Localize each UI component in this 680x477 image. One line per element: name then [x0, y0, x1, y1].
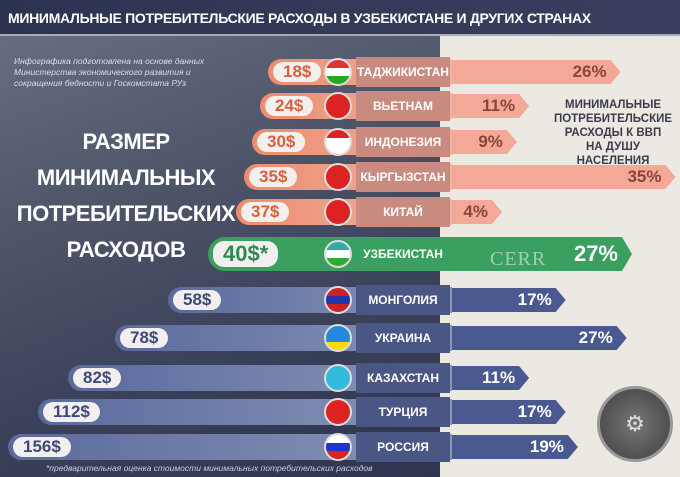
page-title: МИНИМАЛЬНЫЕ ПОТРЕБИТЕЛЬСКИЕ РАСХОДЫ В УЗ…	[0, 0, 680, 36]
left-title: РАЗМЕР МИНИМАЛЬНЫХ ПОТРЕБИТЕЛЬСКИХ РАСХО…	[16, 124, 236, 268]
flag-icon	[324, 198, 352, 226]
spending-value: 18$	[273, 62, 322, 82]
spending-value: 112$	[43, 402, 100, 422]
country-label: ТУРЦИЯ	[356, 397, 450, 427]
gdp-ratio-bar: 17%	[452, 288, 566, 312]
flag-icon	[324, 128, 352, 156]
country-label: КАЗАХСТАН	[356, 363, 450, 393]
emblem-icon: ⚙	[597, 386, 673, 462]
gdp-ratio-bar: 27%	[452, 237, 632, 271]
spending-value: 24$	[265, 96, 314, 116]
flag-icon	[324, 163, 352, 191]
spending-value: 35$	[249, 167, 298, 187]
cerr-logo: CERR	[490, 248, 547, 270]
gdp-ratio-bar: 4%	[452, 200, 502, 224]
spending-value: 37$	[241, 202, 290, 222]
country-label: КИТАЙ	[356, 197, 450, 227]
gdp-ratio-bar: 35%	[452, 165, 676, 189]
spending-value: 30$	[257, 132, 306, 152]
country-label: ТАДЖИКИСТАН	[356, 57, 450, 87]
right-title-line: МИНИМАЛЬНЫЕ	[564, 99, 661, 111]
gdp-ratio-bar: 9%	[452, 130, 517, 154]
flag-icon	[324, 286, 352, 314]
right-title-line: НА ДУШУ НАСЕЛЕНИЯ	[576, 141, 650, 167]
left-title-line: РАСХОДОВ	[66, 237, 186, 262]
country-label: МОНГОЛИЯ	[356, 285, 450, 315]
country-label: ИНДОНЕЗИЯ	[356, 127, 450, 157]
spending-value: 156$	[13, 437, 71, 457]
gdp-ratio-bar: 19%	[452, 435, 578, 459]
spending-value: 78$	[120, 328, 169, 348]
gdp-ratio-bar: 26%	[452, 60, 621, 84]
country-label: УЗБЕКИСТАН	[356, 239, 450, 269]
flag-icon	[324, 324, 352, 352]
flag-icon	[324, 398, 352, 426]
gdp-ratio-bar: 27%	[452, 326, 627, 350]
footnote: *предварительная оценка стоимости минима…	[46, 463, 373, 473]
country-label: УКРАИНА	[356, 323, 450, 353]
country-label: ВЬЕТНАМ	[356, 91, 450, 121]
country-label: РОССИЯ	[356, 432, 450, 462]
flag-icon	[324, 58, 352, 86]
gdp-ratio-bar: 11%	[452, 366, 529, 390]
right-title-line: РАСХОДЫ К ВВП	[564, 127, 662, 139]
gdp-ratio-bar: 11%	[452, 94, 529, 118]
source-note: Инфографика подготовлена на основе данны…	[14, 56, 205, 88]
spending-value: 40$*	[213, 241, 279, 267]
flag-icon	[324, 92, 352, 120]
gdp-ratio-bar: 17%	[452, 400, 566, 424]
left-title-line: РАЗМЕР	[82, 129, 170, 154]
flag-icon	[324, 240, 352, 268]
spending-value: 58$	[173, 290, 222, 310]
flag-icon	[324, 364, 352, 392]
right-title-line: ПОТРЕБИТЕЛЬСКИЕ	[553, 113, 673, 125]
country-label: КЫРГЫЗСТАН	[356, 162, 450, 192]
right-title: МИНИМАЛЬНЫЕ ПОТРЕБИТЕЛЬСКИЕ РАСХОДЫ К ВВ…	[548, 98, 678, 168]
spending-value: 82$	[73, 368, 122, 388]
left-title-line: МИНИМАЛЬНЫХ	[36, 165, 216, 190]
left-title-line: ПОТРЕБИТЕЛЬСКИХ	[16, 201, 236, 226]
flag-icon	[324, 433, 352, 461]
